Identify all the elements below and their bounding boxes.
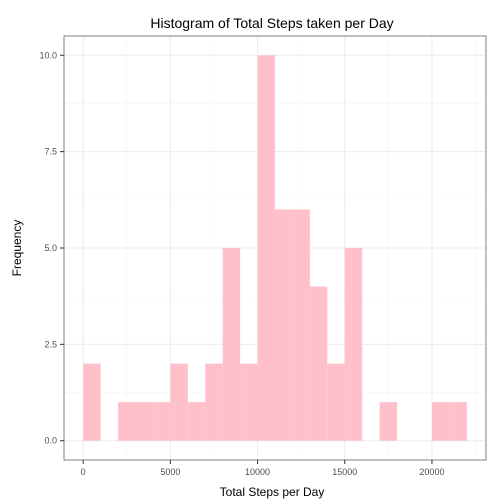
histogram-bar: [240, 363, 258, 441]
y-tick-label: 7.5: [44, 147, 57, 157]
x-axis-label: Total Steps per Day: [220, 485, 325, 499]
x-axis: 0 5000 10000 15000 20000: [81, 460, 444, 477]
x-tick-label: 10000: [245, 467, 270, 477]
histogram-bar: [170, 363, 188, 441]
x-tick-label: 15000: [332, 467, 357, 477]
histogram-bar: [275, 209, 293, 441]
y-tick-label: 10.0: [39, 50, 57, 60]
histogram-bar: [222, 248, 241, 441]
x-tick-label: 0: [81, 467, 86, 477]
y-axis-label: Frequency: [10, 220, 24, 277]
x-tick-label: 20000: [419, 467, 444, 477]
histogram-bar: [344, 248, 363, 441]
histogram-bar: [292, 209, 310, 441]
histogram-bar: [449, 402, 467, 441]
histogram-bar: [83, 363, 101, 441]
histogram-bar: [257, 55, 275, 441]
x-tick-label: 5000: [160, 467, 180, 477]
histogram-bar: [431, 402, 450, 441]
histogram-bar: [118, 402, 136, 441]
y-tick-label: 2.5: [44, 339, 57, 349]
histogram-bar: [187, 402, 206, 441]
chart-title: Histogram of Total Steps taken per Day: [150, 15, 393, 31]
y-tick-label: 0.0: [44, 436, 57, 446]
histogram-bar: [135, 402, 153, 441]
histogram-bar: [379, 402, 398, 441]
bars-layer: [83, 55, 467, 441]
y-axis: 0.0 2.5 5.0 7.5 10.0: [39, 50, 64, 446]
histogram-bar: [205, 363, 223, 441]
y-tick-label: 5.0: [44, 243, 57, 253]
histogram-bar: [152, 402, 171, 441]
histogram-bar: [309, 286, 328, 441]
histogram-bar: [327, 363, 345, 441]
